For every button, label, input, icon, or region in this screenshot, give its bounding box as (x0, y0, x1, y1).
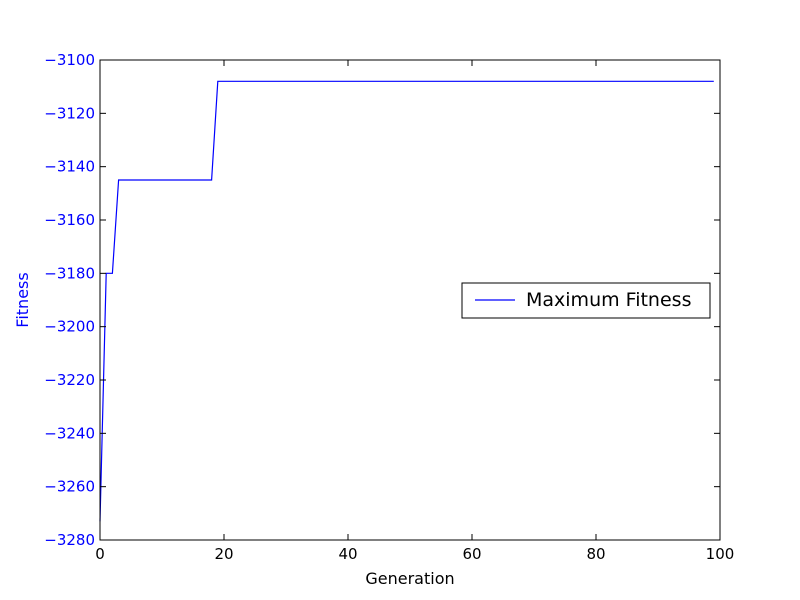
series-layer (99, 80, 714, 522)
y-tick-label: −3140 (44, 158, 95, 176)
y-tick-label: −3260 (44, 478, 95, 496)
plot-frame (99, 59, 721, 541)
x-tick-label: 20 (214, 545, 233, 563)
x-tick-label: 100 (706, 545, 735, 563)
series-line-0 (99, 80, 714, 522)
x-axis-label: Generation (365, 569, 454, 588)
x-tick-label: 40 (338, 545, 357, 563)
y-tick-label: −3280 (44, 531, 95, 549)
y-tick-label: −3160 (44, 211, 95, 229)
y-tick-label: −3120 (44, 104, 95, 122)
y-tick-label: −3200 (44, 318, 95, 336)
legend-label: Maximum Fitness (526, 289, 691, 311)
x-tick-label: 60 (462, 545, 481, 563)
legend: Maximum Fitness (461, 282, 711, 319)
y-tick-label: −3100 (44, 51, 95, 69)
y-tick-label: −3220 (44, 371, 95, 389)
y-tick-label: −3180 (44, 264, 95, 282)
y-axis-label: Fitness (13, 272, 32, 327)
y-tick-label: −3240 (44, 424, 95, 442)
x-tick-label: 80 (586, 545, 605, 563)
tick-layer: 0 20 40 60 80 100 −3100 −3120 −3140 −3160 −3180 −32… (44, 51, 734, 563)
x-tick-label: 0 (95, 545, 105, 563)
